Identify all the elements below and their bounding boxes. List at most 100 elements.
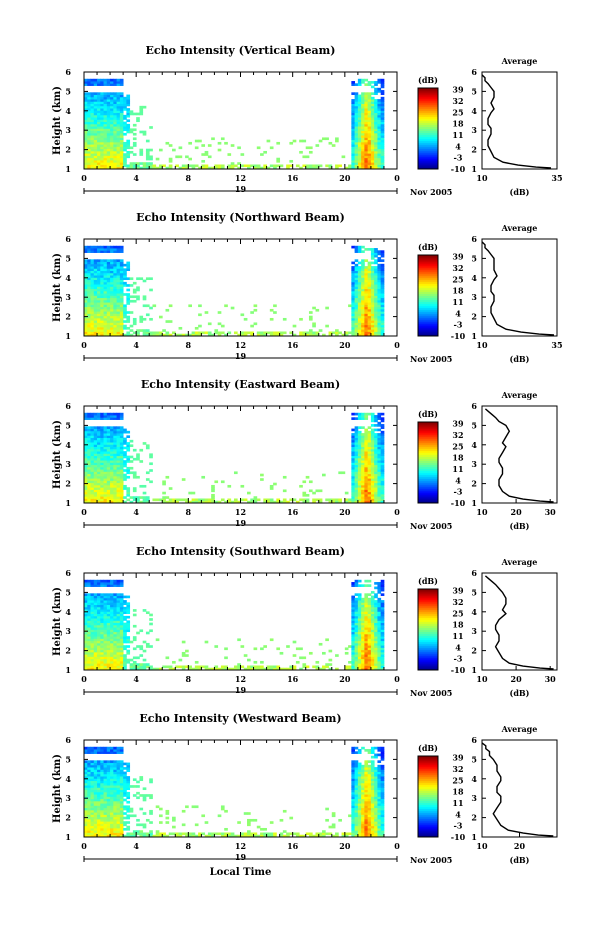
heatmap-cell [123, 453, 127, 457]
profile-x-label: (dB) [510, 354, 530, 364]
heatmap-cell [113, 284, 118, 287]
heatmap-cell [253, 665, 258, 669]
heatmap-cell [370, 270, 375, 274]
heatmap-cell [119, 482, 124, 486]
heatmap-cell [119, 446, 124, 450]
heatmap-cell [364, 629, 369, 633]
heatmap-cell [289, 667, 294, 671]
heatmap-cell [90, 814, 95, 818]
heatmap-cell [357, 611, 362, 615]
colorbar-segment [418, 120, 438, 123]
colorbar-segment [418, 126, 438, 129]
heatmap-cell [100, 139, 104, 143]
heatmap-cell [357, 101, 362, 104]
heatmap-cell [361, 286, 365, 290]
heatmap-cell [374, 311, 378, 314]
heatmap-cell [380, 446, 385, 450]
heatmap-cell [181, 333, 186, 337]
heatmap-cell [364, 78, 369, 82]
heatmap-cell [374, 313, 378, 317]
heatmap-cell [90, 624, 95, 628]
heatmap-cell [367, 600, 372, 603]
heatmap-cell [100, 622, 104, 626]
heatmap-cell [103, 433, 108, 436]
heatmap-cell [90, 311, 95, 314]
heatmap-cell [87, 293, 91, 296]
heatmap-cell [380, 579, 385, 583]
heatmap-cell [142, 304, 147, 308]
colorbar-segment [418, 430, 438, 433]
heatmap-cell [126, 268, 131, 271]
heatmap-cell [139, 110, 144, 114]
heatmap-cell [299, 656, 303, 660]
heatmap-cell [97, 259, 101, 262]
colorbar-segment [418, 281, 438, 284]
heatmap-cell [100, 92, 104, 95]
heatmap-cell [84, 308, 88, 312]
heatmap-cell [113, 108, 118, 111]
heatmap-cell [364, 320, 369, 323]
heatmap-cell [237, 146, 241, 150]
heatmap-cell [351, 437, 356, 441]
heatmap-cell [201, 500, 206, 504]
heatmap-cell [87, 823, 91, 827]
heatmap-cell [100, 466, 104, 470]
heatmap-cell [276, 667, 281, 671]
heatmap-cell [289, 159, 294, 163]
y-tick-label: 3 [65, 292, 71, 302]
heatmap-cell [90, 787, 95, 791]
heatmap-cell [93, 812, 98, 815]
profile-line [481, 74, 552, 169]
heatmap-cell [100, 126, 104, 129]
heatmap-cell [103, 818, 108, 822]
heatmap-cell [93, 130, 98, 134]
heatmap-cell [370, 119, 375, 123]
heatmap-cell [87, 493, 91, 497]
heatmap-cell [97, 821, 101, 824]
heatmap-cell [367, 620, 372, 624]
heatmap-cell [361, 433, 365, 436]
heatmap-cell [364, 480, 369, 484]
heatmap-cell [361, 638, 365, 642]
heatmap-cell [142, 166, 147, 170]
heatmap-cell [315, 333, 320, 337]
heatmap-cell [149, 333, 153, 337]
heatmap-cell [354, 101, 359, 104]
heatmap-cell [113, 290, 118, 294]
x-tick-label: 0 [394, 507, 400, 517]
heatmap-cell [237, 500, 241, 504]
heatmap-cell [93, 304, 98, 308]
heatmap-cell [129, 164, 134, 168]
heatmap-cell [351, 272, 356, 276]
profile-y-tick-label: 2 [471, 479, 477, 489]
y-tick-label: 4 [65, 106, 71, 116]
heatmap-cell [374, 114, 378, 118]
heatmap-cell [116, 132, 121, 136]
heatmap-cell [93, 582, 98, 585]
heatmap-cell [116, 654, 121, 657]
heatmap-cell [364, 83, 369, 86]
heatmap-cell [364, 579, 369, 583]
heatmap-cell [100, 656, 104, 660]
heatmap-cell [113, 473, 118, 477]
heatmap-cell [364, 633, 369, 637]
heatmap-cell [84, 604, 88, 608]
heatmap-cell [380, 153, 385, 156]
heatmap-cell [87, 638, 91, 642]
heatmap-cell [351, 302, 356, 305]
heatmap-cell [103, 130, 108, 134]
heatmap-cell [100, 615, 104, 619]
heatmap-cell [100, 94, 104, 98]
heatmap-cell [119, 584, 124, 587]
heatmap-cell [312, 322, 316, 326]
heatmap-cell [129, 110, 134, 114]
heatmap-cell [370, 322, 375, 326]
heatmap-cell [142, 496, 147, 499]
heatmap-cell [100, 645, 104, 648]
heatmap-cell [273, 164, 277, 168]
heatmap-cell [119, 478, 124, 481]
heatmap-cell [119, 651, 124, 655]
heatmap-cell [103, 132, 108, 136]
heatmap-cell [110, 286, 114, 290]
heatmap-cell [370, 435, 375, 438]
